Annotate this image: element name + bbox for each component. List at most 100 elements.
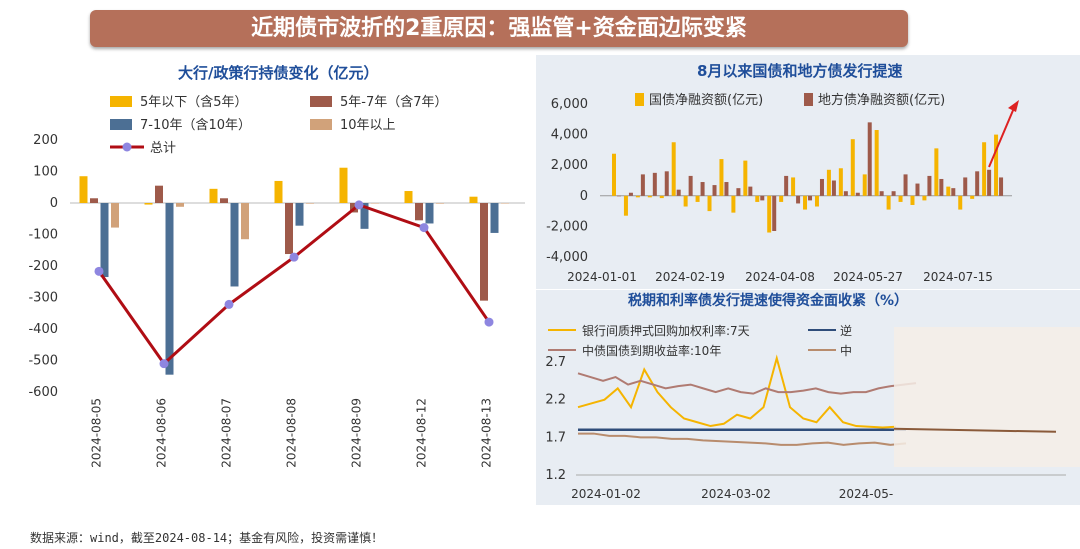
bar-difangzhai (676, 189, 681, 196)
bar-guozhai (803, 195, 808, 210)
page-title: 近期债市波折的2重原因：强监管+资金面边际变紧 (90, 10, 908, 47)
legend-swatch (635, 93, 644, 106)
legend-label: 总计 (150, 141, 176, 156)
y-tick-label: 4,000 (551, 128, 588, 143)
y-tick-label: 0 (50, 196, 58, 211)
bar-guozhai (612, 153, 616, 196)
legend-label: 10年以上 (340, 118, 396, 133)
y-tick-label: 2.7 (545, 355, 566, 370)
y-tick-label: -100 (28, 228, 58, 243)
bar-guozhai (791, 177, 796, 196)
legend-swatch (310, 119, 332, 130)
bar-guozhai (635, 195, 640, 198)
bar-1 (415, 203, 423, 221)
bar-0 (144, 203, 153, 205)
y-tick-label: 2.2 (545, 393, 566, 408)
bar-guozhai (659, 195, 664, 199)
x-tick-label: 2024-02-19 (655, 270, 725, 284)
bar-guozhai (910, 195, 915, 205)
bar-guozhai (838, 168, 843, 196)
x-tick-label: 2024-04-08 (745, 270, 815, 284)
bar-3 (371, 203, 379, 204)
bar-3 (111, 203, 119, 228)
bar-guozhai (862, 174, 867, 196)
left-chart-title: 大行/政策行持债变化（亿元） (178, 64, 379, 82)
bar-difangzhai (808, 195, 813, 201)
x-tick-label: 2024-08-05 (90, 398, 104, 468)
bar-3 (436, 203, 444, 204)
y-tick-label: 1.7 (545, 430, 566, 445)
legend-swatch (110, 96, 132, 107)
legend-label: 中 (840, 343, 852, 358)
bar-guozhai (946, 186, 951, 196)
y-tick-label: -2,000 (546, 219, 588, 234)
series-line-1 (577, 372, 917, 395)
bar-3 (176, 203, 184, 207)
bar-difangzhai (831, 180, 836, 196)
y-tick-label: -400 (28, 322, 58, 337)
footer-source: 数据来源：wind，截至2024-08-14；基金有风险，投资需谨慎！ (30, 531, 384, 545)
x-tick-label: 2024-08-13 (480, 398, 494, 468)
faded-overlay (894, 327, 1080, 467)
bar-difangzhai (927, 175, 932, 196)
bar-guozhai (922, 195, 927, 201)
bar-difangzhai (855, 192, 860, 196)
bar-guozhai (707, 195, 712, 212)
total-point (484, 317, 494, 327)
bar-difangzhai (939, 178, 944, 196)
bar-1 (220, 198, 228, 203)
bar-difangzhai (724, 182, 729, 196)
total-point (224, 299, 234, 309)
y-tick-label: 2,000 (551, 158, 588, 173)
bar-difangzhai (712, 185, 717, 196)
y-tick-label: -500 (28, 354, 58, 369)
legend-label: 逆 (840, 323, 852, 338)
bar-guozhai (850, 139, 855, 196)
bar-0 (404, 191, 413, 203)
legend-swatch (804, 93, 813, 106)
bar-guozhai (994, 134, 999, 196)
bar-2 (230, 203, 239, 287)
bar-1 (480, 203, 488, 301)
bar-difangzhai (688, 175, 693, 196)
bar-guozhai (826, 169, 831, 196)
right-top-chart: 6,000 4,000 2,000 0 -2,000 -4,000 2024-01-01 20… (546, 92, 1019, 284)
bar-guozhai (755, 195, 760, 202)
legend-label: 5年以下（含5年） (140, 94, 248, 110)
bar-0 (469, 196, 478, 203)
bar-guozhai (814, 195, 819, 207)
bar-1 (285, 203, 293, 255)
legend-swatch (110, 119, 132, 130)
bar-guozhai (647, 195, 652, 198)
bar-guozhai (874, 130, 879, 196)
bar-1 (90, 198, 98, 203)
bar-3 (501, 203, 509, 204)
bar-difangzhai (628, 192, 633, 196)
legend-swatch-point (122, 142, 132, 152)
overlay-line (893, 427, 1057, 433)
x-tick-label: 2024-08-12 (415, 398, 429, 468)
bar-difangzhai (891, 191, 896, 196)
bar-guozhai (970, 195, 975, 199)
total-point (159, 359, 169, 369)
bar-difangzhai (963, 177, 968, 196)
bar-difangzhai (879, 191, 884, 196)
bar-difangzhai (617, 195, 621, 197)
bar-2 (295, 203, 304, 226)
bar-guozhai (671, 142, 676, 196)
y-tick-label: 1.2 (545, 468, 566, 483)
bar-guozhai (743, 160, 748, 196)
bar-difangzhai (819, 178, 824, 196)
legend-swatch (310, 96, 332, 107)
bar-difangzhai (796, 195, 801, 204)
bar-0 (274, 180, 283, 203)
bar-difangzhai (748, 186, 753, 196)
bar-difangzhai (987, 169, 992, 196)
bar-0 (339, 167, 348, 203)
bar-guozhai (695, 195, 700, 202)
bar-guozhai (623, 195, 628, 216)
bar-guozhai (982, 142, 987, 196)
y-tick-label: -300 (28, 291, 58, 306)
bar-difangzhai (640, 174, 645, 196)
series-line-0 (577, 354, 897, 429)
